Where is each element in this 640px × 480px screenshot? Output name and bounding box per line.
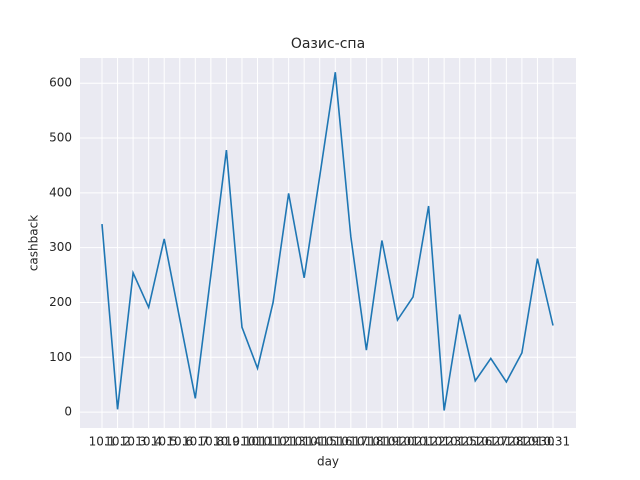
x-tick-label: 10.20 xyxy=(380,435,414,449)
x-tick-label: 10.7 xyxy=(182,435,209,449)
y-tick-label: 500 xyxy=(49,131,72,145)
x-tick-label: 10.17 xyxy=(334,435,368,449)
x-tick-label: 10.5 xyxy=(151,435,178,449)
x-tick-label: 10.3 xyxy=(120,435,147,449)
x-tick-label: 10.29 xyxy=(505,435,539,449)
x-tick-label: 10.21 xyxy=(396,435,430,449)
x-axis-label: day xyxy=(317,455,339,469)
x-tick-label: 10.15 xyxy=(303,435,337,449)
x-tick-label: 10.31 xyxy=(536,435,570,449)
x-tick-label: 10.11 xyxy=(240,435,274,449)
y-tick-label: 100 xyxy=(49,350,72,364)
y-tick-label: 300 xyxy=(49,240,72,254)
x-tick-label: 10.4 xyxy=(135,435,162,449)
y-tick-label: 600 xyxy=(49,76,72,90)
y-tick-label: 0 xyxy=(64,405,72,419)
y-tick-label: 200 xyxy=(49,295,72,309)
x-tick-label: 10.2 xyxy=(104,435,131,449)
x-tick-label: 10.25 xyxy=(443,435,477,449)
x-tick-label: 10.18 xyxy=(349,435,383,449)
x-tick-label: 10.9 xyxy=(213,435,240,449)
line xyxy=(101,72,554,411)
x-tick-label: 10.22 xyxy=(411,435,445,449)
x-tick-label: 10.16 xyxy=(318,435,352,449)
x-tick-label: 10.27 xyxy=(474,435,508,449)
x-tick-label: 10.1 xyxy=(89,435,116,449)
chart-title: Оазис-спа xyxy=(291,36,365,52)
x-tick-label: 10.30 xyxy=(520,435,554,449)
x-tick-label: 10.6 xyxy=(166,435,193,449)
plot-area xyxy=(80,58,576,428)
x-tick-label: 10.28 xyxy=(489,435,523,449)
x-tick-label: 10.8 xyxy=(198,435,225,449)
x-tick-label: 10.12 xyxy=(256,435,290,449)
x-tick-label: 10.19 xyxy=(365,435,399,449)
y-tick-label: 400 xyxy=(49,185,72,199)
x-tick-label: 10.10 xyxy=(225,435,259,449)
x-tick-label: 10.23 xyxy=(427,435,461,449)
x-tick-label: 10.26 xyxy=(458,435,492,449)
x-tick-label: 10.14 xyxy=(287,435,321,449)
y-axis-label: cashback xyxy=(27,215,41,271)
x-tick-label: 10.13 xyxy=(271,435,305,449)
